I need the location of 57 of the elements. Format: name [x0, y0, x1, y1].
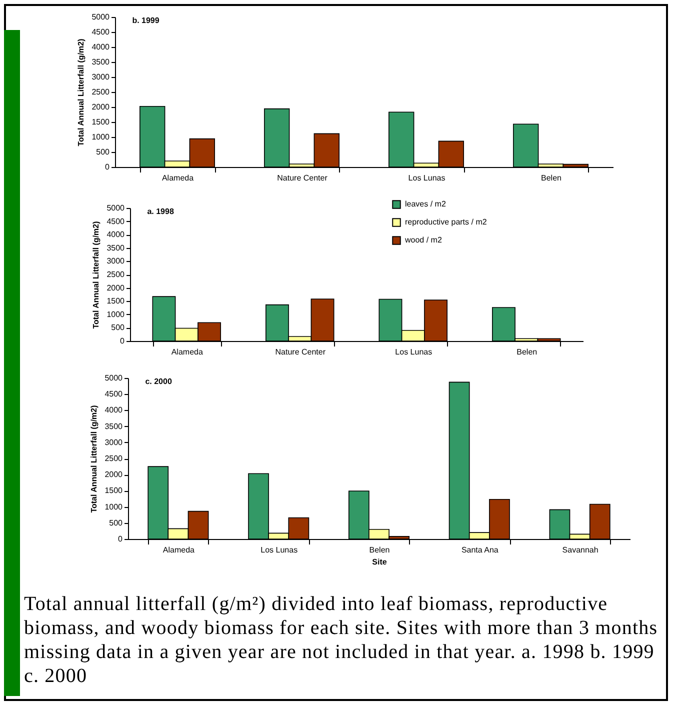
y-tick-label: 5000 — [92, 12, 110, 22]
y-tick-label: 3500 — [104, 422, 124, 431]
y-tick-label: 2000 — [104, 470, 124, 480]
y-tick-label: 1500 — [106, 296, 126, 306]
y-tick-label: 0 — [118, 534, 124, 544]
y-tick-label: 4500 — [106, 216, 126, 226]
x-tick-label: Los Lunas — [395, 348, 432, 356]
y-tick-label: 1000 — [104, 502, 124, 512]
x-tick-label: Belen — [541, 174, 562, 182]
y-tick-label: 1500 — [92, 118, 110, 126]
y-tick-label: 0 — [120, 336, 126, 346]
y-tick-label: 3000 — [92, 72, 110, 82]
x-tick-label: Los Lunas — [260, 546, 298, 554]
text: Total annual litterfall (g/m²) divided into leaf biomass, reproductive biomass, and woody biomass for each site. Sites with more than 3 months missing data in a given year are not included in that year. a. 1998 b. 1999 c. 2000 — [24, 592, 659, 688]
y-tick-label: 4000 — [104, 406, 124, 415]
y-tick-label: 5000 — [106, 204, 126, 212]
y-tick-label: 3000 — [104, 438, 124, 447]
y-tick-label: 4000 — [92, 42, 110, 52]
y-tick-label: 1500 — [104, 486, 124, 496]
y-axis-title: Total Annual Litterfall (g/m2) — [90, 404, 99, 513]
y-tick-label: 500 — [109, 518, 124, 528]
y-tick-label: 3000 — [106, 256, 126, 266]
chart-title: b. 1999 — [132, 16, 160, 25]
x-tick-label: Nature Center — [277, 174, 328, 182]
x-tick-label: Alameda — [171, 348, 204, 356]
y-tick-label: 3500 — [92, 58, 110, 66]
x-tick-label: Belen — [369, 546, 390, 554]
y-tick-label: 2000 — [92, 102, 110, 112]
chart-title: c. 2000 — [145, 377, 172, 386]
y-tick-label: 1000 — [92, 132, 110, 142]
y-tick-label: 2500 — [106, 270, 126, 279]
x-tick-label: Alameda — [162, 174, 194, 182]
legend-label: leaves / m2 — [405, 200, 446, 208]
y-tick-label: 0 — [105, 162, 110, 172]
y-axis-title: Total Annual Litterfall (g/m2) — [76, 38, 86, 146]
legend-label: wood / m2 — [404, 236, 442, 244]
x-axis-title: Site — [372, 558, 388, 566]
y-tick-label: 2500 — [92, 88, 110, 96]
legend-label: reproductive parts / m2 — [405, 218, 488, 226]
x-tick-label: Alameda — [162, 546, 196, 554]
y-tick-label: 500 — [111, 323, 126, 332]
x-tick-label: Belen — [516, 348, 538, 356]
y-tick-label: 5000 — [104, 374, 124, 382]
x-tick-label: Los Lunas — [408, 174, 446, 182]
x-tick-label: Santa Ana — [461, 546, 499, 554]
chart-title: a. 1998 — [147, 207, 174, 216]
y-tick-label: 500 — [96, 148, 110, 156]
y-tick-label: 4500 — [104, 390, 124, 399]
x-tick-label: Savannah — [562, 546, 598, 554]
y-tick-label: 2000 — [106, 283, 126, 292]
y-axis-title: Total Annual Litterfall (g/m2) — [92, 220, 101, 329]
x-tick-label: Nature Center — [275, 348, 326, 356]
y-tick-label: 4500 — [92, 28, 110, 36]
y-tick-label: 1000 — [106, 310, 126, 319]
y-tick-label: 4000 — [106, 230, 126, 240]
y-tick-label: 2500 — [104, 454, 124, 463]
y-tick-label: 3500 — [106, 243, 126, 252]
